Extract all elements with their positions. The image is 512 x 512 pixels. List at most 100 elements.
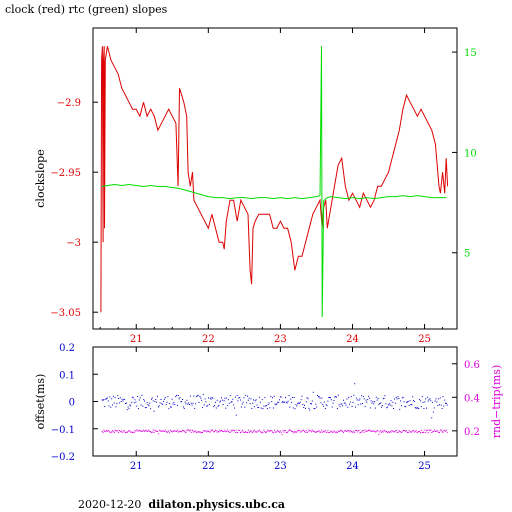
- data-point: [144, 400, 145, 402]
- data-point: [327, 429, 329, 431]
- data-point: [402, 429, 404, 431]
- data-point: [285, 401, 287, 403]
- data-point: [437, 404, 439, 406]
- data-point: [222, 431, 224, 433]
- data-point: [107, 400, 109, 402]
- data-point: [155, 399, 157, 400]
- data-point: [167, 396, 169, 398]
- data-point: [210, 429, 212, 431]
- data-point: [112, 431, 114, 433]
- data-point: [164, 397, 166, 399]
- data-point: [431, 431, 433, 433]
- data-point: [169, 403, 171, 404]
- data-point: [390, 431, 392, 433]
- data-point: [446, 404, 448, 406]
- data-point: [126, 431, 128, 433]
- data-point: [152, 429, 154, 431]
- data-point: [364, 429, 366, 431]
- green-series-line: [101, 46, 447, 318]
- data-point: [357, 404, 359, 406]
- data-point: [354, 432, 356, 434]
- data-point: [237, 400, 239, 402]
- data-point: [119, 397, 121, 399]
- data-point: [189, 430, 190, 432]
- data-point: [206, 405, 208, 407]
- data-point: [209, 431, 211, 433]
- data-point: [219, 401, 221, 403]
- data-point: [233, 429, 235, 431]
- data-point: [308, 407, 310, 409]
- data-point: [443, 430, 445, 432]
- data-point: [157, 406, 159, 408]
- data-point: [118, 430, 120, 431]
- x-tick-label: 23: [274, 461, 287, 472]
- data-point: [114, 397, 116, 399]
- data-point: [259, 401, 261, 403]
- data-point: [291, 396, 293, 398]
- data-point: [413, 401, 415, 402]
- data-point: [151, 397, 153, 399]
- data-point: [126, 409, 128, 411]
- data-point: [240, 399, 241, 401]
- data-point: [371, 402, 373, 404]
- data-point: [116, 430, 118, 432]
- data-point: [167, 431, 169, 433]
- data-point: [366, 430, 368, 432]
- data-point: [129, 430, 131, 432]
- data-point: [272, 407, 274, 409]
- data-point: [151, 431, 153, 433]
- data-point: [391, 430, 393, 432]
- x-tick-label: 21: [130, 461, 143, 472]
- data-point: [445, 429, 447, 431]
- data-point: [376, 399, 378, 401]
- data-point: [368, 430, 370, 431]
- data-point: [429, 398, 431, 400]
- data-point: [287, 431, 289, 433]
- data-point: [136, 405, 138, 407]
- data-point: [153, 410, 155, 412]
- data-point: [423, 408, 425, 409]
- data-point: [433, 429, 435, 431]
- data-point: [343, 402, 345, 404]
- data-point: [359, 432, 361, 434]
- data-point: [157, 431, 158, 432]
- data-point: [131, 432, 133, 433]
- data-point: [355, 397, 357, 399]
- data-point: [286, 402, 288, 404]
- data-point: [146, 402, 148, 404]
- data-point: [397, 431, 399, 433]
- data-point: [186, 399, 188, 401]
- data-point: [220, 430, 222, 432]
- data-point: [332, 431, 334, 433]
- data-point: [336, 408, 338, 409]
- data-point: [176, 394, 177, 396]
- data-point: [208, 430, 209, 432]
- data-point: [170, 406, 172, 408]
- data-point: [179, 397, 181, 399]
- red-series-line: [100, 46, 449, 313]
- data-point: [343, 399, 344, 401]
- data-point: [199, 431, 201, 432]
- data-point: [218, 431, 220, 433]
- data-point: [251, 431, 253, 433]
- data-point: [229, 431, 231, 433]
- data-point: [110, 432, 112, 434]
- data-point: [276, 430, 278, 432]
- data-point: [355, 429, 357, 431]
- data-point: [379, 403, 381, 404]
- data-point: [225, 407, 227, 409]
- data-point: [329, 432, 331, 433]
- data-point: [315, 403, 317, 405]
- data-point: [415, 407, 417, 409]
- data-point: [163, 430, 165, 432]
- data-point: [280, 431, 282, 433]
- data-point: [226, 397, 228, 399]
- data-point: [254, 431, 256, 433]
- data-point: [148, 429, 150, 431]
- data-point: [197, 431, 199, 433]
- data-point: [215, 429, 216, 431]
- data-point: [141, 430, 143, 432]
- data-point: [245, 394, 247, 396]
- data-point: [158, 405, 160, 407]
- data-point: [234, 407, 235, 409]
